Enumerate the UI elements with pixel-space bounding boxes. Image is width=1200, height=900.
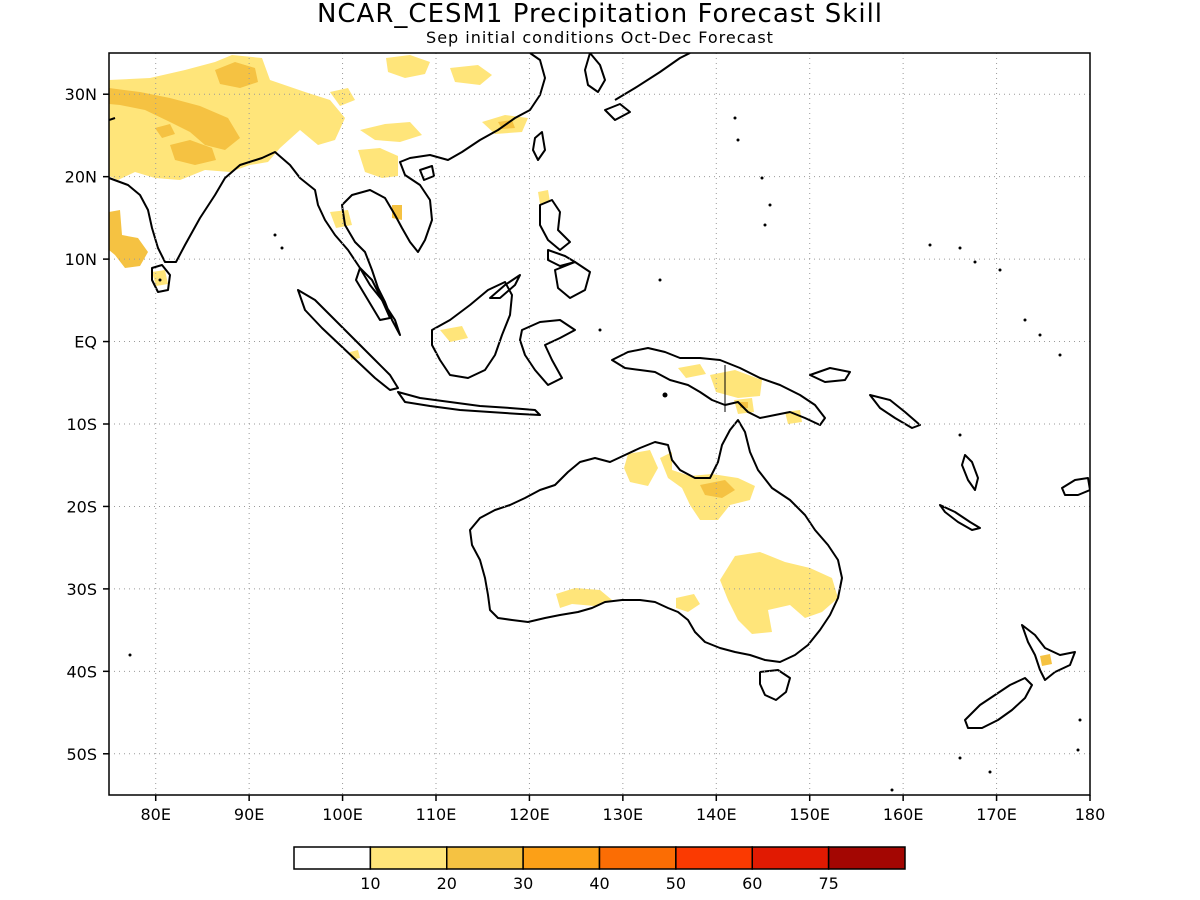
colorbar-label: 20	[437, 874, 457, 893]
skill-region-thailand	[392, 205, 402, 220]
coast-visayas	[547, 249, 576, 267]
colorbar-label: 10	[360, 874, 380, 893]
coast-luzon	[539, 199, 571, 251]
colorbar-swatch	[675, 846, 753, 870]
lon-label: 80E	[140, 805, 170, 824]
lat-label: 30N	[65, 85, 97, 104]
skill-region-png-a	[678, 364, 706, 378]
graticule	[109, 53, 1090, 795]
skill-region-china-a	[386, 55, 430, 78]
lon-label: 140E	[696, 805, 737, 824]
coast-mindanao	[554, 261, 591, 299]
coast-java	[397, 391, 541, 416]
coast-taiwan	[532, 131, 546, 161]
coast-australia	[469, 419, 843, 663]
colorbar-swatch	[446, 846, 524, 870]
skill-region-indochina	[358, 148, 398, 178]
skill-region-aus-north-core	[700, 480, 735, 498]
lon-label: 150E	[789, 805, 830, 824]
coast-srilanka	[151, 264, 171, 293]
skill-region-aus-south-a	[556, 588, 612, 608]
axis-ticks: 80E 90E 100E 110E 120E 130E 140E 150E 160E 170E 18…	[65, 85, 1106, 824]
colorbar-label: 60	[742, 874, 762, 893]
skill-region-aus-east	[720, 552, 838, 634]
coast-newbritain	[809, 367, 851, 383]
lon-label: 160E	[883, 805, 924, 824]
colorbar-label: 40	[589, 874, 609, 893]
skill-region-india-north-core	[109, 88, 240, 150]
skill-region-china-b	[450, 65, 492, 85]
lon-label: 110E	[416, 805, 457, 824]
colorbar-swatch	[751, 846, 830, 870]
lat-label: EQ	[74, 333, 97, 352]
coast-fiji	[1061, 477, 1090, 496]
small-islands	[128, 116, 1082, 792]
lon-label: 120E	[509, 805, 550, 824]
lon-label: 90E	[234, 805, 264, 824]
skill-region-png-d	[785, 410, 802, 424]
coast-sumatra	[297, 289, 399, 391]
skill-region-india-west	[109, 210, 148, 268]
skill-shading	[109, 55, 1052, 666]
coast-vanuatu	[961, 454, 979, 491]
skill-region-india-north	[109, 55, 345, 180]
lat-label: 20S	[66, 497, 97, 516]
lat-label: 50S	[66, 745, 97, 764]
skill-region-aus-south-b	[676, 594, 700, 612]
lat-label: 20N	[65, 168, 97, 187]
coast-japan	[614, 53, 691, 101]
coast-newcaledonia	[939, 504, 981, 531]
skill-region-nz	[1040, 654, 1052, 666]
lat-label: 40S	[66, 662, 97, 681]
coast-newguinea	[611, 347, 826, 426]
coast-arabia-india-west	[109, 117, 116, 121]
skill-region-china-c	[330, 88, 355, 106]
skill-region-bay	[155, 124, 175, 138]
lat-label: 10S	[66, 415, 97, 434]
colorbar-label: 50	[666, 874, 686, 893]
colorbar-swatch	[827, 846, 906, 870]
colorbar-label: 30	[513, 874, 533, 893]
skill-region-china-d	[360, 122, 422, 142]
lon-label: 170E	[976, 805, 1017, 824]
lon-label: 130E	[603, 805, 644, 824]
skill-region-borneo	[440, 326, 468, 342]
colorbar-label: 75	[818, 874, 838, 893]
coast-nz-south	[964, 677, 1033, 729]
coast-malaysia	[355, 267, 391, 321]
colorbar-swatch	[293, 846, 372, 870]
skill-region-aus-north-a	[624, 450, 658, 486]
map-subtitle: Sep initial conditions Oct-Dec Forecast	[426, 28, 774, 47]
coast-palawan	[489, 274, 521, 299]
coast-sulawesi	[519, 319, 576, 386]
skill-region-india-core	[170, 140, 216, 165]
coastlines	[109, 53, 1090, 729]
lat-label: 10N	[65, 250, 97, 269]
coast-nz-north	[1021, 624, 1076, 681]
skill-region-png-b	[710, 370, 762, 398]
skill-region-philippines	[538, 190, 550, 204]
coast-borneo	[431, 281, 513, 379]
lat-label: 30S	[66, 580, 97, 599]
colorbar-swatch	[598, 846, 677, 870]
colorbar-swatch	[369, 846, 448, 870]
coast-hainan	[419, 165, 435, 181]
coast-korea	[584, 53, 606, 93]
colorbar: 10 20 30 40 50 60 75	[293, 846, 906, 893]
colorbar-swatch	[522, 846, 601, 870]
skill-region-tibet	[215, 62, 258, 88]
skill-region-indochina-b	[330, 210, 352, 228]
coast-tasmania	[759, 669, 791, 701]
coast-solomons	[869, 394, 921, 429]
lon-label: 180	[1075, 805, 1106, 824]
lon-label: 100E	[322, 805, 363, 824]
coast-asia	[109, 53, 546, 336]
coast-japan-south	[604, 103, 631, 121]
map-title: NCAR_CESM1 Precipitation Forecast Skill	[316, 0, 884, 29]
